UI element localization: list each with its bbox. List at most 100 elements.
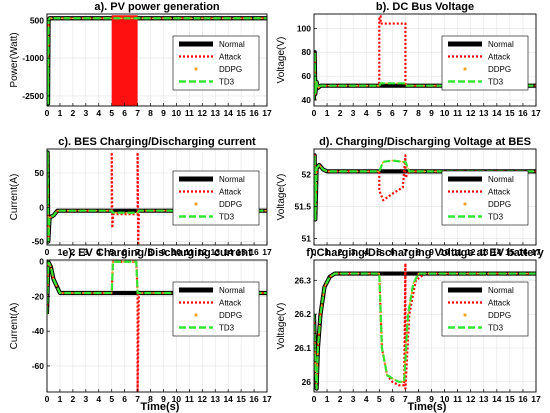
x-tick-label: 16 <box>518 108 528 118</box>
axes-box <box>46 148 268 246</box>
y-tick-label: -1000 <box>22 53 44 63</box>
x-tick-label: 17 <box>531 394 541 404</box>
x-tick-label: 6 <box>122 108 127 118</box>
y-tick-label: 500 <box>30 15 44 25</box>
series-line-td3 <box>314 272 536 390</box>
x-tick-label: 12 <box>198 247 208 257</box>
legend-label: Normal <box>488 286 514 295</box>
legend-label: TD3 <box>488 78 504 87</box>
x-tick-label: 3 <box>351 247 356 257</box>
legend-label: Normal <box>219 40 245 49</box>
series-group <box>314 153 536 222</box>
y-tick-label: 26 <box>302 377 312 387</box>
x-tick-label: 16 <box>249 394 259 404</box>
x-tick-label: 0 <box>45 247 50 257</box>
x-tick-label: 10 <box>172 108 182 118</box>
x-tick-label: 9 <box>161 108 166 118</box>
x-tick-label: 17 <box>262 247 272 257</box>
x-tick-label: 11 <box>185 108 194 118</box>
chart-title: e). EV Charging/Discharging current <box>62 247 252 259</box>
y-tick-label: 26.3 <box>294 275 311 285</box>
y-axis-label: Voltage(V) <box>276 174 287 221</box>
x-tick-label: 15 <box>505 247 515 257</box>
legend-label: Normal <box>219 175 245 184</box>
x-tick-label: 17 <box>531 108 541 118</box>
series-attack-band <box>111 15 138 106</box>
x-tick-label: 13 <box>211 394 221 404</box>
x-tick-label: 11 <box>453 247 462 257</box>
x-tick-label: 15 <box>505 394 515 404</box>
x-tick-label: 7 <box>135 108 140 118</box>
x-tick-label: 13 <box>479 247 489 257</box>
x-tick-label: 14 <box>223 108 233 118</box>
x-tick-label: 11 <box>185 394 194 404</box>
legend: Normal Attack DDPG TD3 <box>172 281 260 337</box>
y-tick-label: -20 <box>32 291 45 301</box>
x-tick-label: 2 <box>338 394 343 404</box>
x-tick-label: 13 <box>211 108 221 118</box>
x-tick-label: 13 <box>479 394 489 404</box>
x-tick-label: 5 <box>377 247 382 257</box>
x-tick-label: 3 <box>351 108 356 118</box>
x-tick-label: 1 <box>58 108 63 118</box>
x-tick-label: 2 <box>71 247 76 257</box>
x-tick-label: 12 <box>466 394 476 404</box>
x-tick-label: 0 <box>45 394 50 404</box>
x-tick-label: 17 <box>262 394 272 404</box>
x-tick-label: 12 <box>198 394 208 404</box>
axes-box <box>46 259 268 393</box>
x-tick-label: 6 <box>122 394 127 404</box>
legend: Normal Attack DDPG TD3 <box>172 170 260 226</box>
x-tick-label: 0 <box>45 108 50 118</box>
y-tick-label: 51.5 <box>294 202 311 212</box>
axes-box <box>313 259 537 393</box>
x-tick-label: 8 <box>148 247 153 257</box>
x-tick-label: 10 <box>440 108 450 118</box>
x-tick-label: 15 <box>236 394 246 404</box>
x-tick-label: 9 <box>429 108 434 118</box>
y-tick-label: -60 <box>32 361 45 371</box>
chart-title: b). DC Bus Voltage <box>376 1 474 13</box>
legend-label: DDPG <box>488 65 511 74</box>
x-tick-label: 9 <box>161 394 166 404</box>
x-tick-label: 11 <box>453 394 462 404</box>
legend-swatch-ddpg <box>194 313 198 317</box>
x-tick-label: 6 <box>390 247 395 257</box>
x-tick-label: 14 <box>492 247 502 257</box>
x-tick-label: 6 <box>390 108 395 118</box>
legend-label: DDPG <box>488 200 511 209</box>
x-tick-label: 4 <box>96 247 101 257</box>
x-tick-label: 9 <box>429 247 434 257</box>
chart-title: f).Charging/Discharging Voltage at EV ba… <box>306 247 544 259</box>
x-tick-label: 16 <box>249 247 259 257</box>
y-axis-label: Power(Watt) <box>9 32 20 87</box>
legend-swatch-ddpg <box>463 202 467 206</box>
x-tick-label: 3 <box>83 247 88 257</box>
series-line-td3 <box>47 151 267 243</box>
x-tick-label: 13 <box>211 247 221 257</box>
x-tick-label: 0 <box>312 247 317 257</box>
legend-label: Normal <box>488 40 514 49</box>
legend: Normal Attack DDPG TD3 <box>441 281 529 337</box>
y-tick-label: -40 <box>32 326 45 336</box>
y-tick-label: 100 <box>297 23 311 33</box>
x-tick-label: 5 <box>377 108 382 118</box>
x-tick-label: 4 <box>364 108 369 118</box>
x-tick-label: 9 <box>429 394 434 404</box>
x-tick-label: 0 <box>312 108 317 118</box>
x-tick-label: 7 <box>403 247 408 257</box>
x-tick-label: 10 <box>172 394 182 404</box>
chart-panel-5: 0 1 2 3 4 5 6 7 8 9 10 11 12 13 14 15 16 170-20-40-60e). … <box>9 247 272 404</box>
y-tick-label: 52 <box>302 170 312 180</box>
y-tick-label: 26.2 <box>294 309 311 319</box>
legend-label: Attack <box>219 53 242 62</box>
chart-title: a). PV power generation <box>94 1 220 13</box>
series-line-attack <box>314 15 536 101</box>
x-tick-label: 5 <box>109 247 114 257</box>
legend-label: TD3 <box>219 324 235 333</box>
series-group <box>314 262 536 391</box>
